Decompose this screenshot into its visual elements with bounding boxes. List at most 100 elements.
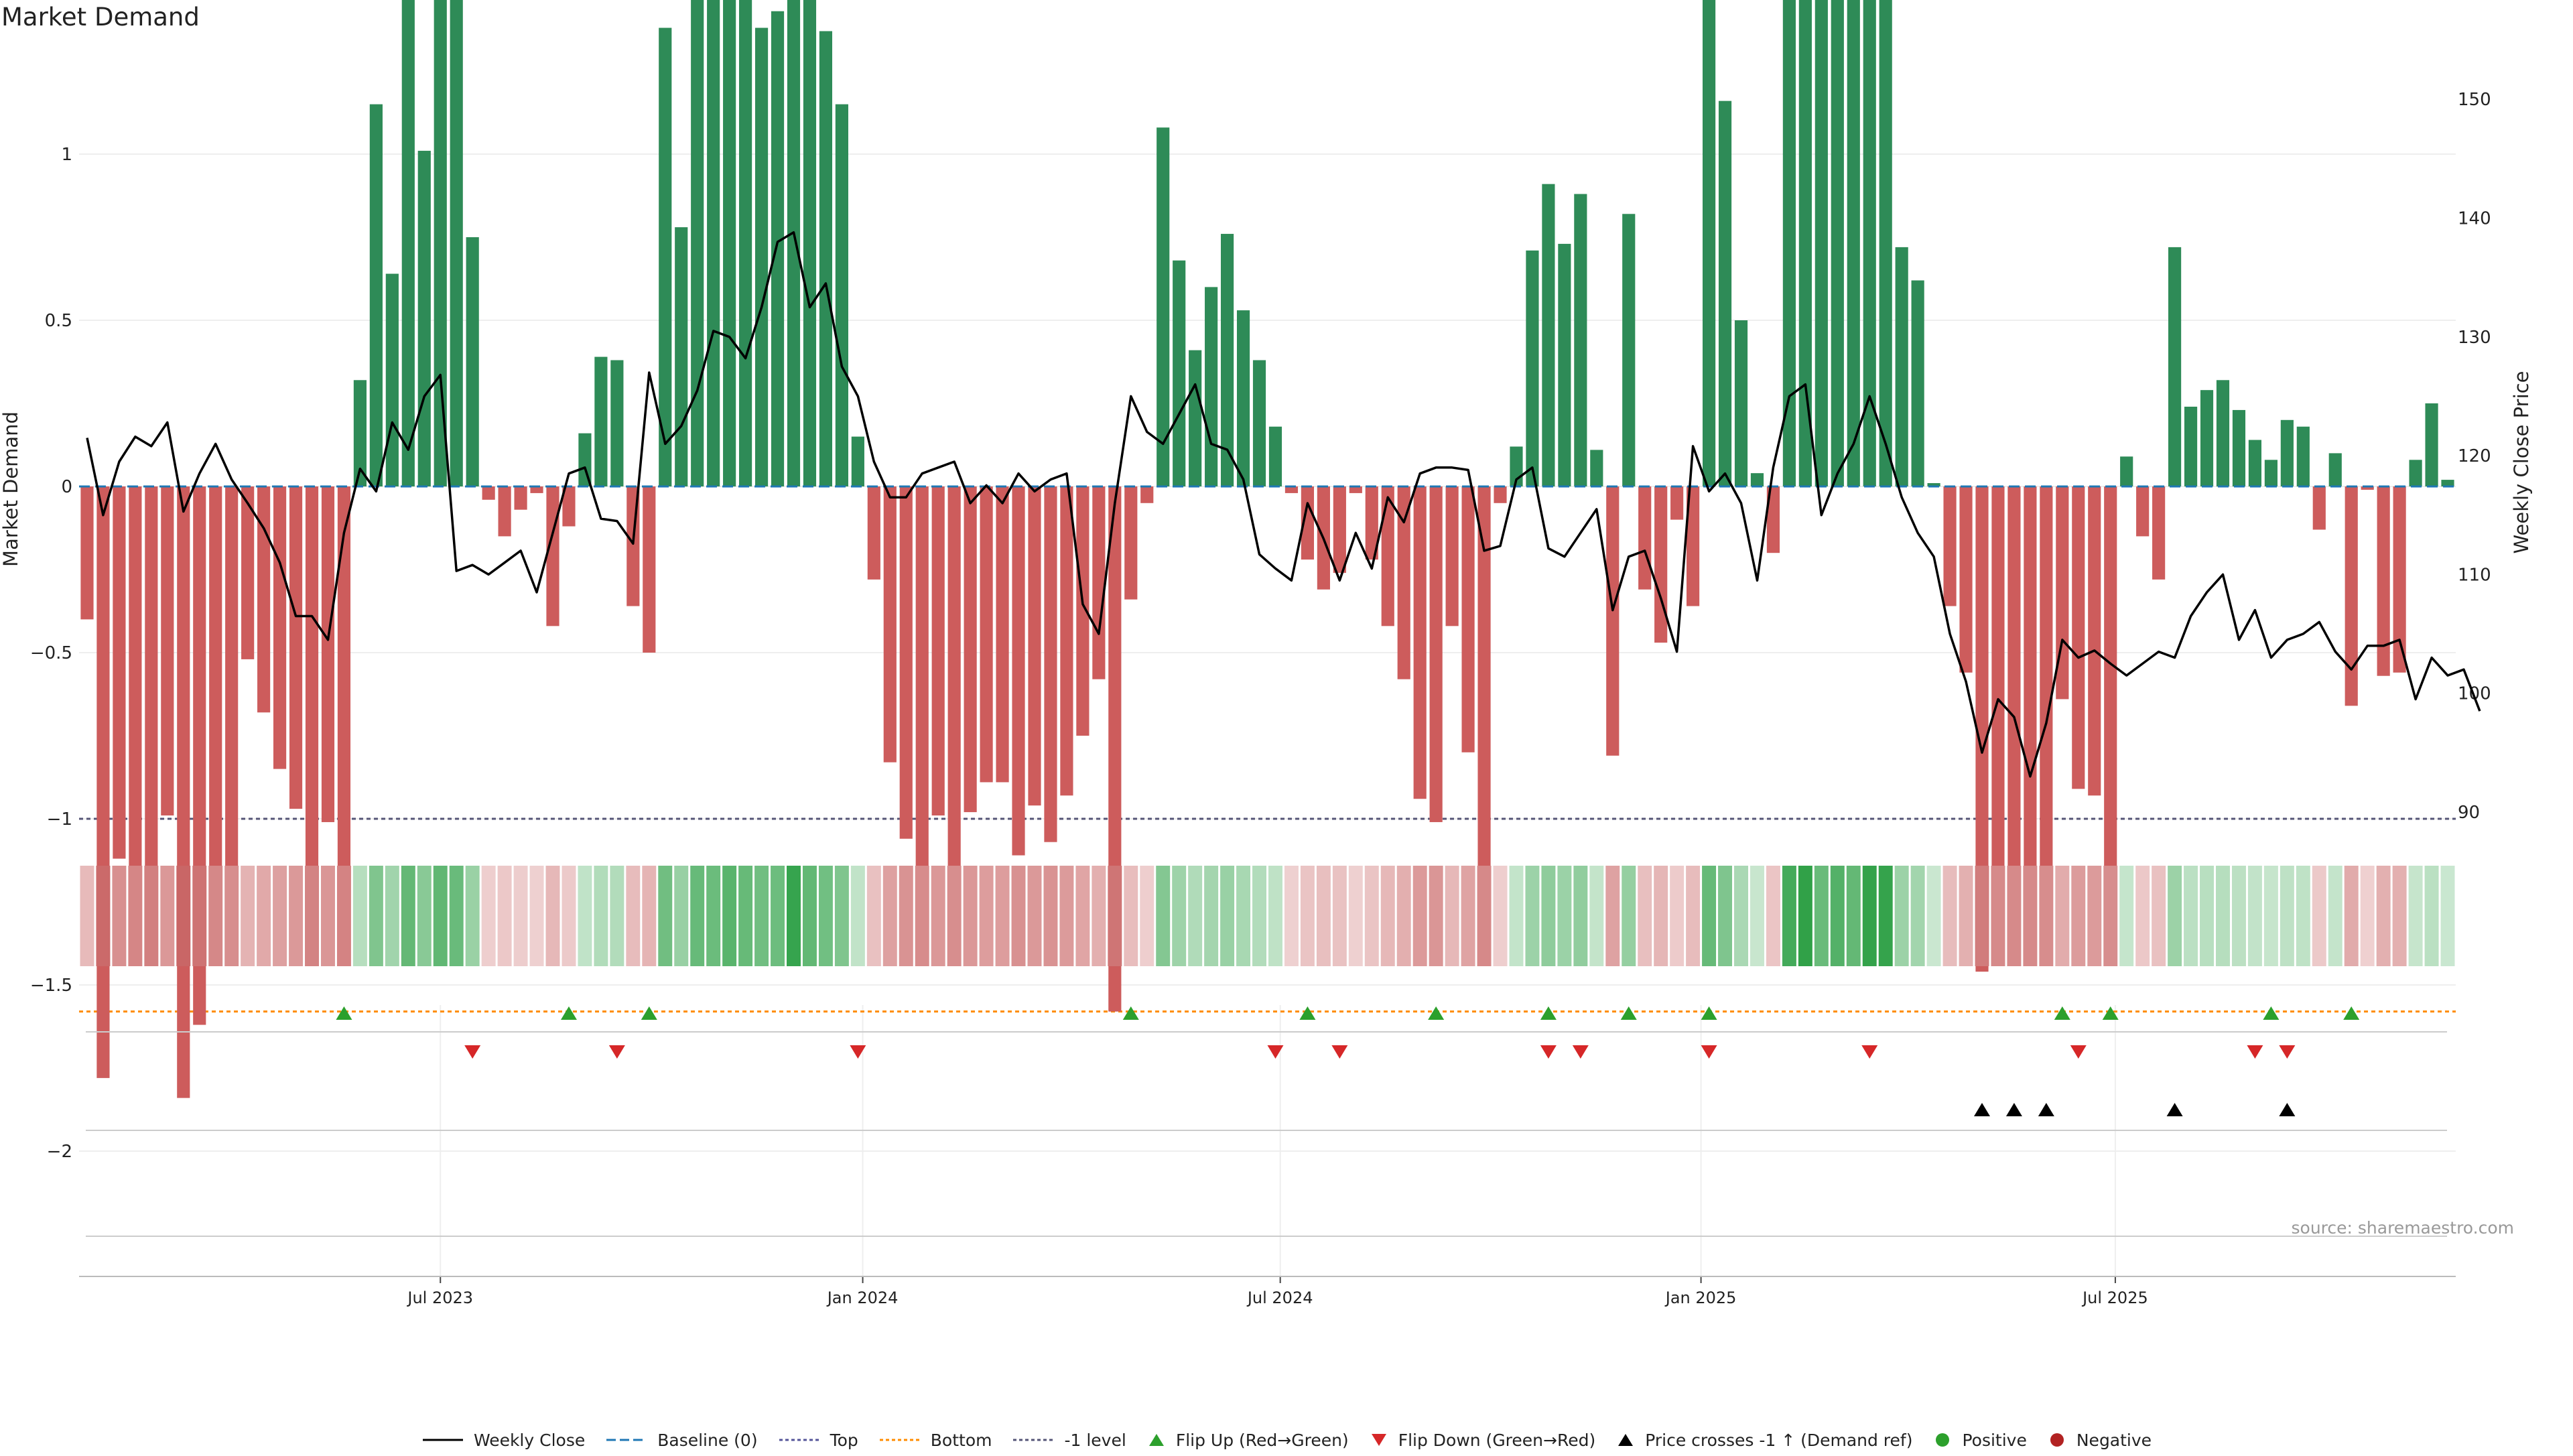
demand-bar xyxy=(321,486,335,822)
demand-heat-cell xyxy=(1043,866,1058,966)
demand-heat-cell xyxy=(1798,866,1812,966)
demand-bar xyxy=(787,0,801,487)
demand-bar xyxy=(1092,486,1106,679)
flip-down-marker xyxy=(2279,1045,2296,1059)
demand-heat-cell xyxy=(1332,866,1347,966)
demand-bar xyxy=(1766,486,1780,553)
demand-bar xyxy=(2393,486,2406,673)
demand-heat-cell xyxy=(1316,866,1331,966)
demand-bar xyxy=(1060,486,1073,796)
demand-heat-cell xyxy=(1188,866,1203,966)
demand-bar xyxy=(2345,486,2358,706)
flip-down-marker xyxy=(1331,1045,1348,1059)
demand-bar xyxy=(1798,0,1812,487)
demand-bar xyxy=(2441,480,2454,486)
legend-item-cross: Price crosses -1 ↑ (Demand ref) xyxy=(1615,1430,1912,1450)
demand-bar xyxy=(209,486,222,902)
flip-up-marker xyxy=(641,1006,657,1020)
demand-heat-cell xyxy=(1846,866,1861,966)
legend-swatch-close xyxy=(422,1439,463,1441)
demand-bar xyxy=(1911,280,1924,486)
demand-heat-cell xyxy=(369,866,383,966)
demand-heat-cell xyxy=(834,866,849,966)
legend-swatch-flip-down xyxy=(1371,1434,1386,1446)
y2-tick-label: 110 xyxy=(2458,565,2491,585)
demand-heat-cell xyxy=(1894,866,1909,966)
flip-up-marker xyxy=(1428,1006,1445,1020)
demand-heat-cell xyxy=(433,866,448,966)
demand-bar xyxy=(2328,453,2342,486)
demand-heat-cell xyxy=(1686,866,1701,966)
legend-swatch-positive xyxy=(1936,1433,1950,1447)
demand-bar xyxy=(2040,486,2053,879)
demand-heat-cell xyxy=(336,866,351,966)
demand-heat-cell xyxy=(658,866,673,966)
legend-item-bottom: Bottom xyxy=(878,1430,992,1450)
demand-bar xyxy=(1702,0,1716,487)
demand-bar xyxy=(241,486,255,659)
price-cross-marker xyxy=(2166,1103,2183,1116)
demand-heat-cell xyxy=(2312,866,2326,966)
demand-bar xyxy=(353,380,367,486)
demand-heat-cell xyxy=(1718,866,1733,966)
demand-heat-cell xyxy=(1220,866,1235,966)
demand-bar xyxy=(129,486,142,915)
demand-bar xyxy=(1574,194,1587,486)
demand-heat-cell xyxy=(1092,866,1106,966)
demand-heat-cell xyxy=(1429,866,1443,966)
demand-bar xyxy=(385,273,399,486)
demand-heat-cell xyxy=(2231,866,2246,966)
demand-heat-cell xyxy=(305,866,319,966)
demand-heat-cell xyxy=(2424,866,2439,966)
x-tick-label: Jul 2025 xyxy=(2081,1288,2148,1307)
demand-heat-cell xyxy=(1268,866,1282,966)
demand-heat-cell xyxy=(417,866,432,966)
demand-bar xyxy=(803,0,817,486)
y2-axis-title: Weekly Close Price xyxy=(2510,371,2533,554)
demand-heat-cell xyxy=(2263,866,2278,966)
demand-bar xyxy=(2280,419,2294,486)
legend-label: Top xyxy=(830,1430,858,1450)
demand-heat-cell xyxy=(802,866,817,966)
chart-title: Market Demand xyxy=(1,3,200,31)
demand-heat-cell xyxy=(1959,866,1973,966)
demand-heat-cell xyxy=(497,866,512,966)
demand-heat-cell xyxy=(2087,866,2102,966)
demand-heat-cell xyxy=(1991,866,2005,966)
demand-heat-cell xyxy=(1477,866,1492,966)
demand-heat-cell xyxy=(850,866,865,966)
demand-bar xyxy=(1205,287,1218,486)
demand-heat-cell xyxy=(2376,866,2391,966)
demand-heat-cell xyxy=(1654,866,1668,966)
x-tick-label: Jul 2023 xyxy=(406,1288,473,1307)
demand-bar xyxy=(2248,440,2262,486)
demand-heat-cell xyxy=(562,866,576,966)
demand-bar xyxy=(659,27,672,486)
legend-label: Bottom xyxy=(930,1430,992,1450)
demand-bar xyxy=(1959,486,1973,673)
demand-heat-cell xyxy=(273,866,287,966)
demand-bar xyxy=(498,486,511,537)
demand-heat-cell xyxy=(2344,866,2359,966)
flip-down-marker xyxy=(2070,1045,2087,1059)
source-credit: source: sharemaestro.com xyxy=(2291,1218,2515,1238)
demand-bar xyxy=(2088,486,2101,796)
demand-bar xyxy=(1718,101,1732,486)
demand-bar xyxy=(643,486,656,653)
demand-bar xyxy=(578,433,592,486)
demand-heat-cell xyxy=(481,866,496,966)
demand-bar xyxy=(964,486,977,813)
y-tick-label: −1 xyxy=(47,809,72,830)
demand-bar xyxy=(1252,360,1266,486)
demand-bar xyxy=(1301,486,1315,560)
demand-bar xyxy=(1413,486,1427,799)
demand-bar xyxy=(1606,486,1620,756)
demand-bar xyxy=(466,237,479,486)
demand-bar xyxy=(1847,0,1860,486)
demand-heat-cell xyxy=(513,866,528,966)
flip-down-marker xyxy=(850,1045,866,1059)
legend-swatch-cross xyxy=(1618,1434,1634,1446)
demand-heat-cell xyxy=(1573,866,1588,966)
demand-heat-cell xyxy=(192,866,207,966)
demand-heat-cell xyxy=(1782,866,1796,966)
